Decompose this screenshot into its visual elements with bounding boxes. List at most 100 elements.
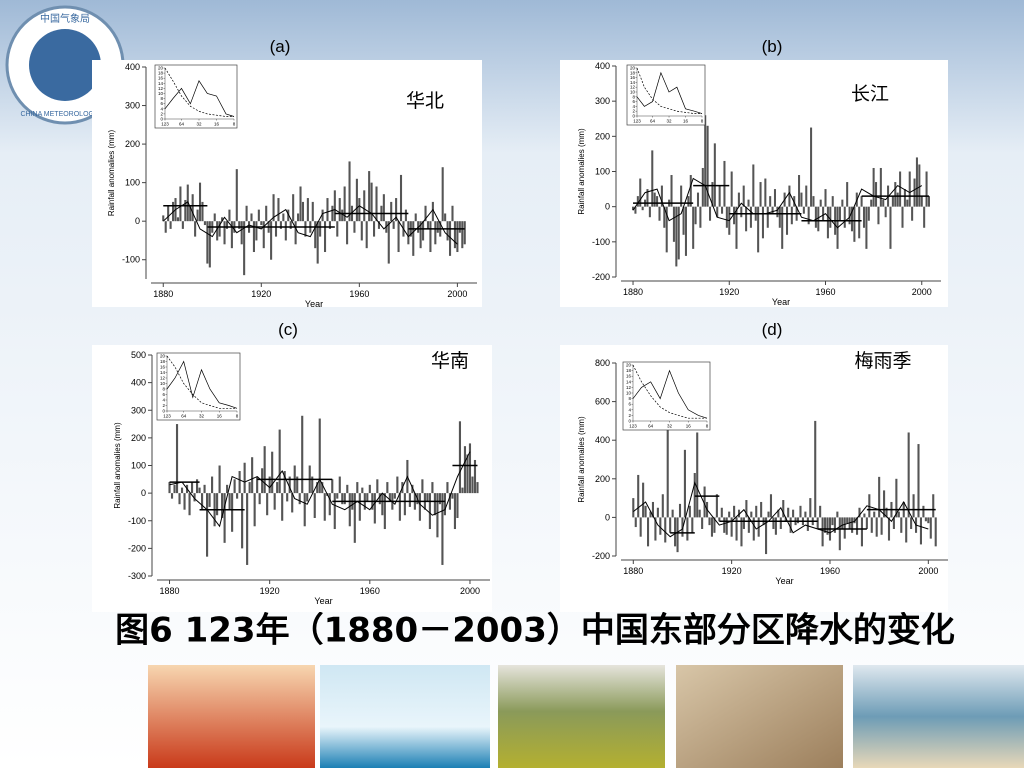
photo bbox=[676, 665, 843, 768]
bar bbox=[448, 493, 452, 510]
bar bbox=[466, 454, 469, 494]
bar bbox=[932, 494, 935, 518]
bar bbox=[653, 192, 656, 207]
bar bbox=[318, 418, 321, 494]
x-tick-label: 1880 bbox=[623, 287, 643, 297]
bar bbox=[260, 221, 263, 226]
bar bbox=[812, 196, 815, 207]
bar bbox=[675, 206, 678, 267]
inset-y-tick-label: 4 bbox=[160, 106, 163, 111]
bar bbox=[636, 196, 639, 207]
bar bbox=[752, 517, 755, 541]
bar bbox=[236, 493, 239, 499]
bar bbox=[773, 189, 777, 207]
bar bbox=[368, 171, 371, 222]
bar bbox=[231, 493, 234, 532]
bar bbox=[784, 517, 787, 522]
inset-y-tick-label: 6 bbox=[160, 101, 163, 106]
bar bbox=[193, 493, 196, 502]
bar bbox=[243, 221, 246, 276]
bar bbox=[862, 206, 866, 228]
bar bbox=[764, 178, 767, 207]
bar bbox=[263, 446, 266, 494]
bar bbox=[671, 509, 674, 518]
bar bbox=[426, 221, 430, 229]
bar bbox=[196, 209, 199, 222]
y-tick-label: 400 bbox=[595, 61, 610, 71]
photo bbox=[320, 665, 490, 768]
x-axis-label: Year bbox=[314, 596, 332, 606]
bar bbox=[814, 206, 817, 228]
bar bbox=[395, 198, 398, 222]
inset-x-tick-label: 8 bbox=[701, 119, 704, 124]
inset-y-tick-label: 2 bbox=[628, 413, 631, 418]
bar bbox=[208, 493, 211, 507]
bar bbox=[669, 517, 672, 533]
panel-label: (a) bbox=[270, 37, 291, 56]
bar bbox=[453, 493, 457, 530]
bar bbox=[894, 182, 897, 207]
y-tick-label: -100 bbox=[592, 237, 610, 247]
inset-line bbox=[636, 71, 703, 114]
y-tick-label: 0 bbox=[141, 488, 146, 498]
bar bbox=[282, 213, 285, 222]
bar bbox=[446, 482, 449, 494]
bar bbox=[273, 493, 276, 510]
bar bbox=[341, 209, 344, 222]
bar bbox=[441, 493, 444, 565]
bar bbox=[471, 476, 474, 494]
bar bbox=[240, 221, 243, 245]
bar bbox=[326, 198, 329, 222]
bar bbox=[809, 498, 812, 518]
inset-y-tick-label: 8 bbox=[160, 96, 163, 101]
bar bbox=[740, 517, 743, 547]
y-tick-label: 400 bbox=[595, 435, 610, 445]
inset-y-tick-label: 18 bbox=[626, 368, 632, 373]
bar bbox=[745, 206, 748, 232]
bar bbox=[704, 115, 707, 207]
x-axis-label: Year bbox=[772, 297, 790, 307]
bar bbox=[436, 221, 439, 233]
bar bbox=[822, 206, 825, 221]
bar bbox=[665, 206, 668, 253]
region-label: 梅雨季 bbox=[854, 350, 911, 372]
bar bbox=[659, 517, 662, 535]
bar bbox=[175, 424, 179, 494]
inset-frame bbox=[154, 64, 238, 129]
bar bbox=[708, 517, 711, 526]
inset-y-tick-label: 14 bbox=[158, 81, 164, 86]
bar bbox=[651, 150, 654, 207]
bar bbox=[358, 493, 361, 521]
bar bbox=[441, 167, 444, 222]
bar bbox=[431, 201, 434, 222]
bar bbox=[892, 517, 895, 529]
bar bbox=[718, 517, 721, 522]
bar bbox=[757, 206, 760, 253]
bar bbox=[779, 517, 782, 529]
bar bbox=[376, 479, 379, 494]
bar bbox=[728, 511, 731, 518]
y-tick-label: -200 bbox=[592, 551, 610, 561]
bar bbox=[887, 517, 891, 541]
bar bbox=[829, 206, 832, 228]
bar bbox=[173, 484, 176, 494]
bar bbox=[826, 206, 829, 239]
bar bbox=[709, 206, 712, 221]
bar bbox=[162, 215, 165, 222]
bar bbox=[750, 511, 753, 518]
bar bbox=[688, 505, 691, 518]
inset-x-tick-label: 32 bbox=[667, 424, 673, 429]
bar bbox=[683, 449, 686, 518]
bar bbox=[701, 167, 704, 207]
bar bbox=[381, 493, 384, 516]
bar bbox=[396, 476, 399, 494]
bar bbox=[419, 221, 422, 249]
x-tick-label: 1960 bbox=[349, 289, 369, 299]
inset-line bbox=[164, 80, 235, 117]
bar bbox=[879, 167, 882, 207]
x-tick-label: 1880 bbox=[160, 586, 180, 596]
bar bbox=[203, 221, 206, 226]
inset-y-tick-label: 10 bbox=[630, 90, 636, 95]
bar bbox=[737, 192, 740, 207]
y-tick-label: 100 bbox=[131, 461, 146, 471]
